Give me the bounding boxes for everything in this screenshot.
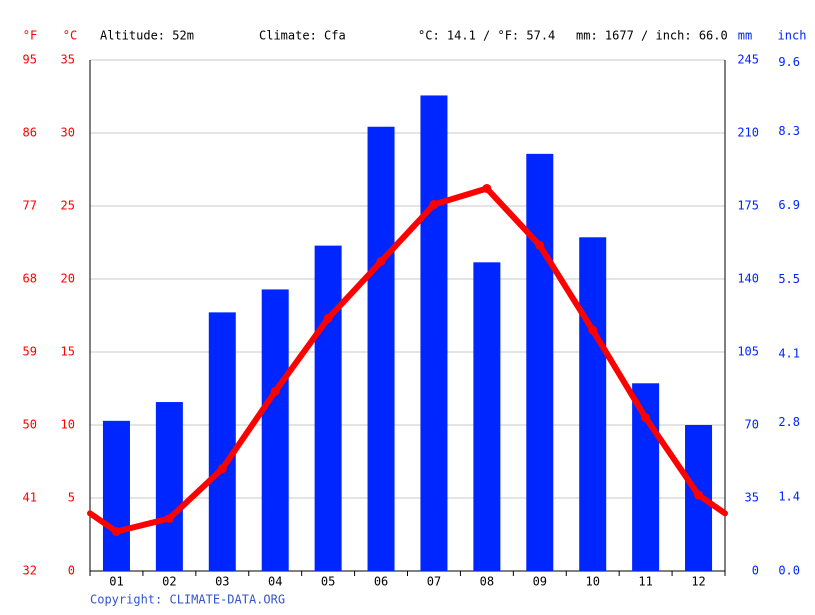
y2-alt-tick-label: 4.1 bbox=[778, 346, 800, 360]
y-alt-tick-label: 77 bbox=[23, 199, 37, 213]
bar bbox=[473, 262, 501, 571]
copyright[interactable]: Copyright: CLIMATE-DATA.ORG bbox=[90, 593, 285, 607]
y-tick-label: 15 bbox=[61, 345, 75, 359]
y2-tick-label: 105 bbox=[737, 345, 759, 359]
y-alt-tick-label: 50 bbox=[23, 418, 37, 432]
y2-alt-tick-label: 0.0 bbox=[778, 564, 800, 578]
x-tick-label: 12 bbox=[691, 575, 705, 589]
temperature-point bbox=[217, 464, 227, 474]
x-tick-label: 11 bbox=[638, 575, 652, 589]
y2-tick-label: 245 bbox=[737, 53, 759, 67]
y-tick-label: 10 bbox=[61, 418, 75, 432]
bar bbox=[367, 126, 395, 571]
temperature-point bbox=[111, 527, 121, 537]
y-tick-label: 35 bbox=[61, 53, 75, 67]
bar bbox=[314, 245, 342, 571]
bar bbox=[420, 95, 448, 571]
line-wrap bbox=[87, 510, 120, 535]
temperature-point bbox=[270, 386, 280, 396]
temperature-point bbox=[376, 256, 386, 266]
y2-alt-tick-label: 6.9 bbox=[778, 198, 800, 212]
y-alt-tick-label: 32 bbox=[23, 564, 37, 578]
y2-alt-tick-label: 9.6 bbox=[778, 55, 800, 69]
y-tick-label: 0 bbox=[68, 564, 75, 578]
axis-unit: mm bbox=[738, 29, 752, 43]
bar bbox=[208, 312, 236, 571]
axis-unit: °C bbox=[63, 29, 77, 43]
x-tick-label: 06 bbox=[374, 575, 388, 589]
y-alt-tick-label: 41 bbox=[23, 491, 37, 505]
bar bbox=[632, 383, 660, 571]
temperature-point bbox=[482, 183, 492, 193]
y-tick-label: 20 bbox=[61, 272, 75, 286]
x-tick-label: 02 bbox=[162, 575, 176, 589]
y2-alt-tick-label: 5.5 bbox=[778, 272, 800, 286]
y2-tick-label: 175 bbox=[737, 199, 759, 213]
y2-tick-label: 35 bbox=[745, 491, 759, 505]
axis-unit: inch bbox=[778, 29, 807, 43]
bar bbox=[155, 402, 183, 571]
temperature-point bbox=[535, 240, 545, 250]
y-tick-label: 30 bbox=[61, 126, 75, 140]
y-alt-tick-label: 68 bbox=[23, 272, 37, 286]
temperature-point bbox=[694, 490, 704, 500]
line-wrap bbox=[695, 492, 728, 517]
altitude: Altitude: 52m bbox=[100, 29, 194, 43]
y-alt-tick-label: 95 bbox=[23, 53, 37, 67]
y2-tick-label: 0 bbox=[752, 564, 759, 578]
x-tick-label: 01 bbox=[109, 575, 123, 589]
x-tick-label: 05 bbox=[321, 575, 335, 589]
y-alt-tick-label: 86 bbox=[23, 126, 37, 140]
y2-tick-label: 210 bbox=[737, 126, 759, 140]
y-alt-tick-label: 59 bbox=[23, 345, 37, 359]
y2-tick-label: 70 bbox=[745, 418, 759, 432]
x-tick-label: 04 bbox=[268, 575, 282, 589]
temperature-point bbox=[429, 200, 439, 210]
y2-alt-tick-label: 8.3 bbox=[778, 124, 800, 138]
x-tick-label: 10 bbox=[585, 575, 599, 589]
temperature-line bbox=[113, 185, 702, 535]
precip-summary: mm: 1677 / inch: 66.0 bbox=[576, 29, 728, 43]
bar bbox=[526, 153, 554, 571]
x-tick-label: 08 bbox=[480, 575, 494, 589]
temp-summary: °C: 14.1 / °F: 57.4 bbox=[418, 29, 555, 43]
y-tick-label: 25 bbox=[61, 199, 75, 213]
y-tick-label: 5 bbox=[68, 491, 75, 505]
x-tick-label: 07 bbox=[427, 575, 441, 589]
bar bbox=[261, 289, 289, 571]
axis-unit: °F bbox=[23, 29, 37, 43]
bar bbox=[579, 237, 607, 572]
temperature-point bbox=[588, 325, 598, 335]
y2-tick-label: 140 bbox=[737, 272, 759, 286]
x-tick-label: 03 bbox=[215, 575, 229, 589]
temperature-point bbox=[641, 413, 651, 423]
temperature-point bbox=[164, 513, 174, 523]
x-tick-label: 09 bbox=[533, 575, 547, 589]
temperature-point bbox=[323, 313, 333, 323]
y2-alt-tick-label: 1.4 bbox=[778, 489, 800, 503]
y2-alt-tick-label: 2.8 bbox=[778, 415, 800, 429]
climate: Climate: Cfa bbox=[259, 29, 346, 43]
bar bbox=[102, 420, 130, 571]
